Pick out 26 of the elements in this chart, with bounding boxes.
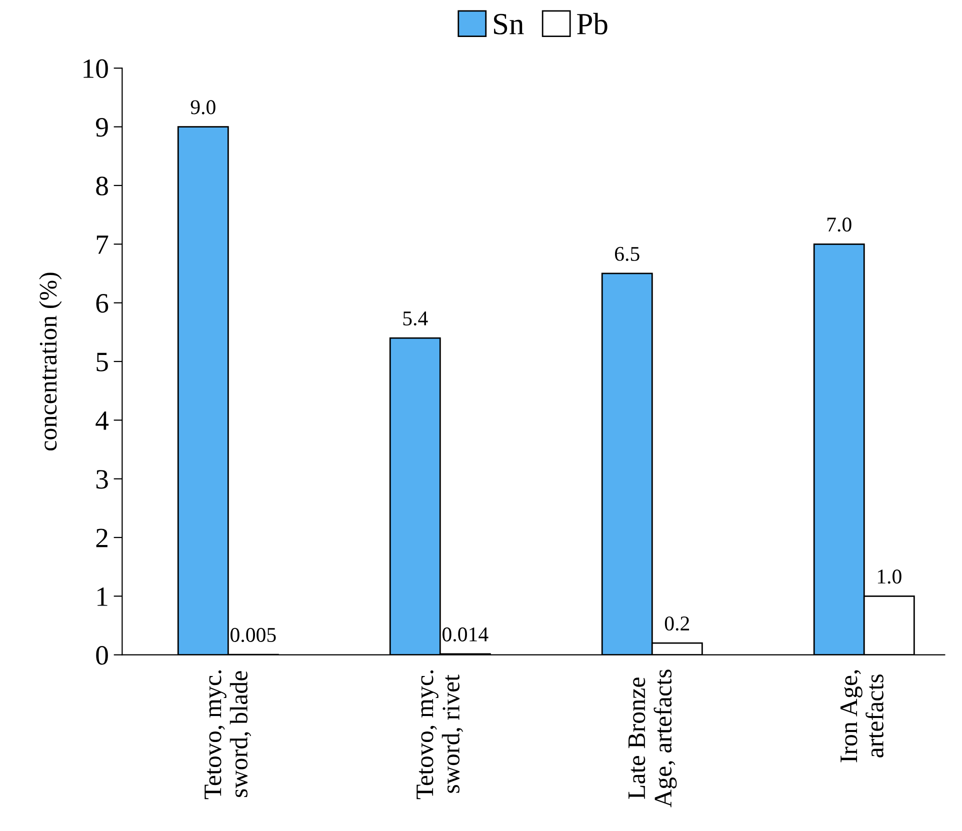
- x-tick-label: Iron Age, artefacts: [840, 670, 884, 762]
- data-label: 5.4: [403, 312, 428, 326]
- legend-label: Sn: [494, 14, 524, 34]
- y-tick-label: 1: [98, 587, 108, 606]
- data-label: 0.014: [442, 627, 488, 642]
- x-tick-label: Tetovo, myc. sword, rivet: [416, 670, 464, 800]
- y-tick-label: 9: [96, 118, 108, 137]
- y-tick-label: 8: [96, 176, 108, 196]
- data-label: 0.005: [230, 628, 276, 642]
- y-axis-title: concentration (%): [39, 272, 62, 450]
- legend-label: Pb: [577, 12, 608, 34]
- data-label: 0.2: [664, 616, 690, 631]
- y-tick-label: 5: [96, 352, 108, 372]
- x-tick-label: Tetovo, myc. sword, blade: [204, 670, 252, 800]
- y-tick-label: 10: [84, 59, 108, 78]
- data-label: 1.0: [878, 570, 902, 584]
- y-tick-label: 2: [96, 528, 108, 548]
- y-tick-label: 4: [96, 412, 109, 430]
- data-label: 9.0: [190, 100, 216, 114]
- y-tick-label: 0: [96, 646, 108, 665]
- y-tick-label: 7: [96, 236, 108, 254]
- y-tick-label: 6: [96, 294, 108, 313]
- y-tick-label: 3: [96, 470, 108, 489]
- data-label: 6.5: [615, 246, 640, 262]
- x-tick-label: Late Bronze Age, artefacts: [628, 670, 677, 808]
- data-label: 7.0: [827, 218, 852, 232]
